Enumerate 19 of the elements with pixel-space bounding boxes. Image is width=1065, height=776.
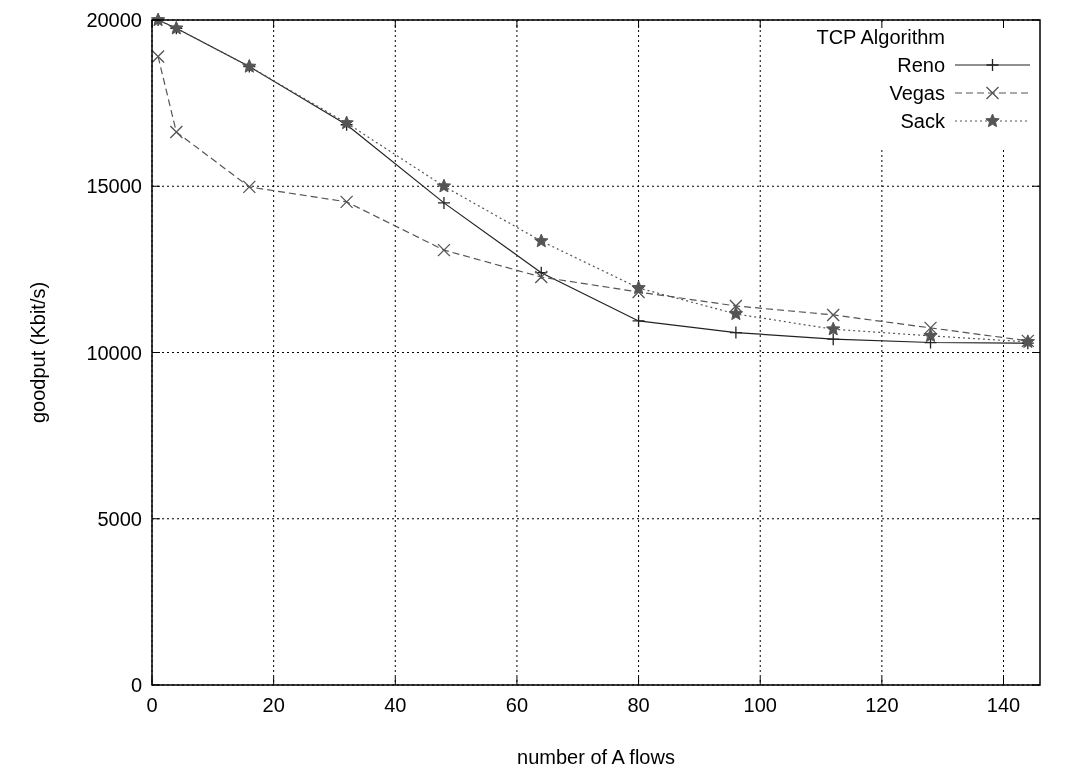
x-tick-label: 60 [505, 694, 529, 716]
x-axis-title: number of A flows [517, 746, 675, 768]
x-tick-label: 80 [627, 694, 650, 716]
y-axis-title: goodput (Kbit/s) [27, 281, 49, 424]
y-tick-label: 5000 [97, 507, 142, 530]
y-tick-label: 0 [130, 674, 142, 696]
legend-title: TCP Algorithm [816, 26, 945, 48]
y-tick-label: 15000 [86, 175, 142, 198]
y-tick-label: 10000 [86, 341, 142, 364]
x-tick-label: 40 [384, 694, 407, 716]
y-tick-label: 20000 [86, 9, 142, 31]
x-tick-label: 100 [743, 694, 777, 716]
legend-label: Vegas [889, 82, 945, 104]
legend-label: Sack [900, 110, 946, 132]
legend-label: Reno [897, 54, 945, 76]
x-tick-label: 0 [146, 694, 158, 716]
x-tick-label: 120 [865, 694, 899, 716]
x-tick-label: 20 [262, 694, 285, 716]
x-tick-label: 140 [986, 694, 1021, 716]
